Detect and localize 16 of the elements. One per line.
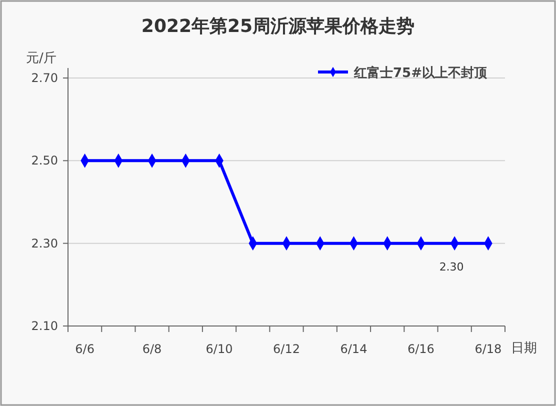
- x-tick-label: 6/16: [407, 342, 434, 356]
- x-tick-label: 6/8: [142, 342, 162, 356]
- legend-label: 红富士75#以上不封顶: [353, 65, 488, 81]
- data-label: 2.30: [439, 260, 464, 274]
- x-tick-label: 6/6: [75, 342, 94, 356]
- y-tick-label: 2.10: [31, 319, 58, 333]
- x-tick-label: 6/12: [273, 342, 300, 356]
- chart-title: 2022年第25周沂源苹果价格走势: [141, 16, 415, 37]
- x-tick-label: 6/18: [474, 342, 502, 356]
- y-tick-label: 2.50: [31, 154, 58, 168]
- x-tick-label: 6/14: [340, 342, 368, 356]
- x-axis-title: 日期: [511, 341, 537, 356]
- x-tick-label: 6/10: [206, 342, 233, 356]
- y-tick-label: 2.70: [31, 71, 58, 85]
- y-tick-label: 2.30: [31, 236, 58, 250]
- y-axis-title: 元/斤: [26, 51, 56, 66]
